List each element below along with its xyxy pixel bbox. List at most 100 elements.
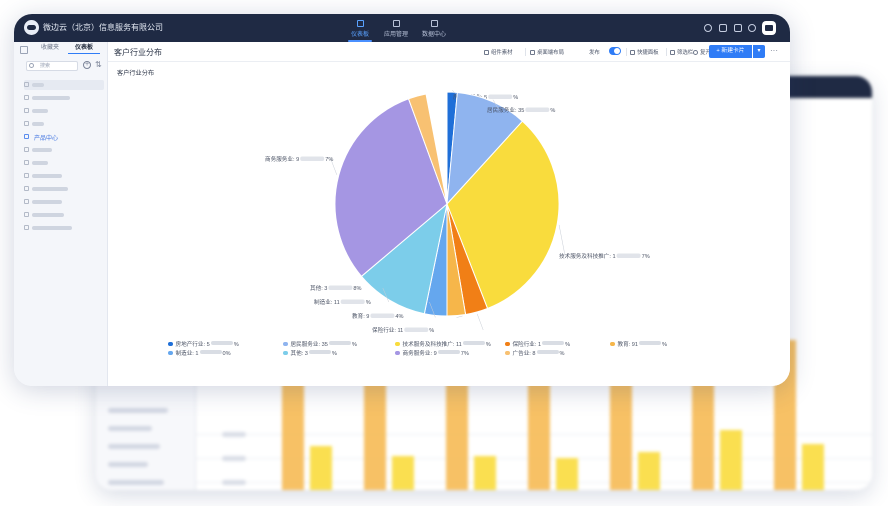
- toolbar-item-label: 复开: [700, 50, 711, 56]
- filter-bar-button[interactable]: 筛选栏: [670, 48, 693, 56]
- filter-icon: [670, 50, 675, 55]
- component-icon: [484, 50, 489, 55]
- redacted-value: [536, 350, 559, 354]
- chevron-down-icon[interactable]: ▾: [753, 45, 765, 58]
- nav-app-management[interactable]: 应用管理: [374, 20, 418, 38]
- legend-label: 教育: 91: [617, 342, 639, 348]
- slice-label-text: 技术服务及科技推广: 1: [559, 252, 616, 260]
- dashboard-icon: [24, 186, 29, 191]
- sidebar-toggle-icon[interactable]: [20, 46, 28, 54]
- message-icon[interactable]: [734, 24, 742, 32]
- legend-item[interactable]: 制造业: 1 0%: [168, 350, 231, 358]
- dashboard-icon: [24, 160, 29, 165]
- legend-label-suffix: %: [485, 342, 491, 348]
- legend-label-suffix: %: [233, 342, 239, 348]
- sidebar-item[interactable]: [24, 106, 104, 116]
- redacted-value: [639, 341, 662, 345]
- pie-slice[interactable]: [360, 202, 448, 315]
- leader-line: [492, 99, 500, 111]
- redacted-value: [542, 341, 565, 345]
- nav-data-center[interactable]: 数据中心: [412, 20, 456, 38]
- help-icon[interactable]: [704, 24, 712, 32]
- more-icon[interactable]: ···: [770, 46, 778, 55]
- company-name: 微边云（北京）信息服务有限公司: [43, 23, 163, 32]
- legend-swatch: [505, 341, 510, 346]
- search-icon[interactable]: [748, 24, 756, 32]
- search-input[interactable]: 搜索: [26, 61, 78, 71]
- legend-item[interactable]: 技术服务及科技推广: 11%: [395, 341, 491, 349]
- legend-item[interactable]: 其他: 3%: [283, 350, 337, 358]
- legend-item[interactable]: 保险行业: 1%: [505, 341, 570, 349]
- pie-slice[interactable]: [446, 91, 524, 206]
- avatar[interactable]: [762, 21, 776, 35]
- legend-item[interactable]: 房地产行业: 5%: [168, 341, 239, 349]
- legend-label-suffix: 7%: [460, 351, 469, 357]
- slice-label-text: 教育: 9: [352, 312, 369, 320]
- sidebar-item-label: [32, 148, 52, 152]
- sidebar-item[interactable]: [24, 119, 104, 129]
- quick-panel-button[interactable]: 快捷面板: [630, 48, 659, 56]
- leader-line: [456, 315, 463, 318]
- add-icon[interactable]: +: [83, 61, 91, 69]
- background-sidebar-line: [108, 408, 168, 413]
- component-material-button[interactable]: 组件素材: [484, 48, 513, 56]
- sidebar-folder-product-center[interactable]: 产品中心: [24, 132, 104, 142]
- redacted-value: [437, 350, 460, 354]
- slice-label-suffix: %: [550, 108, 555, 114]
- reopen-button[interactable]: 复开: [693, 48, 711, 56]
- new-card-button[interactable]: + 新建卡片: [709, 45, 752, 58]
- tab-dashboards[interactable]: 仪表板: [68, 42, 100, 54]
- desktop-icon: [530, 50, 535, 55]
- cloud-logo-icon: [24, 20, 39, 35]
- legend-swatch: [283, 350, 288, 355]
- pie-slice[interactable]: [334, 98, 448, 278]
- slice-label: 教育: 9: [352, 312, 369, 320]
- apps-icon[interactable]: [719, 24, 727, 32]
- publish-toggle-label: 发布: [589, 50, 600, 56]
- toolbar-item-label: 桌面端布局: [537, 50, 564, 56]
- legend-swatch: [610, 341, 615, 346]
- filter-icon[interactable]: ⇅: [95, 60, 102, 69]
- background-sidebar-line: [108, 444, 160, 449]
- dashboard-icon: [24, 173, 29, 178]
- slice-label-suffix: %: [366, 300, 371, 306]
- sidebar-item[interactable]: [24, 210, 104, 220]
- publish-toggle[interactable]: [609, 47, 621, 55]
- toolbar-divider: [525, 48, 526, 56]
- nav-dashboard[interactable]: 仪表板: [338, 20, 382, 42]
- sidebar-item-label: [32, 122, 44, 126]
- dashboard-icon: [24, 121, 29, 126]
- background-sidebar-line: [108, 462, 148, 467]
- background-bar: [802, 444, 824, 490]
- slice-label-suffix: 4%: [395, 314, 403, 320]
- desktop-layout-button[interactable]: 桌面端布局: [530, 48, 564, 56]
- sidebar-item[interactable]: [24, 171, 104, 181]
- legend-item[interactable]: 广告业: 8%: [505, 350, 565, 358]
- tab-favorites[interactable]: 收藏夹: [40, 45, 59, 51]
- legend-label-suffix: %: [351, 342, 357, 348]
- sidebar-item[interactable]: [24, 223, 104, 233]
- dashboard-icon: [24, 82, 29, 87]
- sidebar-item[interactable]: [24, 93, 104, 103]
- sidebar-item-label: [32, 226, 72, 230]
- sidebar-item[interactable]: [24, 80, 104, 90]
- slice-label: 其他: 3: [310, 284, 327, 292]
- dashboard-icon: [24, 95, 29, 100]
- sidebar-item[interactable]: [24, 184, 104, 194]
- slice-label-text: 商务服务业: 9: [265, 155, 299, 163]
- pie-slice[interactable]: [446, 120, 560, 310]
- sidebar-item-label: [32, 161, 48, 165]
- pie-slice[interactable]: [407, 93, 448, 205]
- sidebar-item[interactable]: [24, 197, 104, 207]
- toolbar-item-label: 组件素材: [491, 50, 513, 56]
- sidebar-item[interactable]: [24, 158, 104, 168]
- nav-app-management-label: 应用管理: [383, 32, 408, 38]
- legend-item[interactable]: 居民服务业: 35%: [283, 341, 357, 349]
- legend-item[interactable]: 教育: 91%: [610, 341, 667, 349]
- content-area: 客户行业分布 组件素材 桌面端布局 发布 快捷面板 筛选栏 复开 + 新建卡片 …: [108, 42, 790, 386]
- legend-item[interactable]: 商务服务业: 9 7%: [395, 350, 469, 358]
- sidebar-item[interactable]: [24, 145, 104, 155]
- top-bar: 微边云（北京）信息服务有限公司 仪表板 应用管理 数据中心: [14, 14, 790, 42]
- legend-label: 广告业: 8: [512, 351, 536, 357]
